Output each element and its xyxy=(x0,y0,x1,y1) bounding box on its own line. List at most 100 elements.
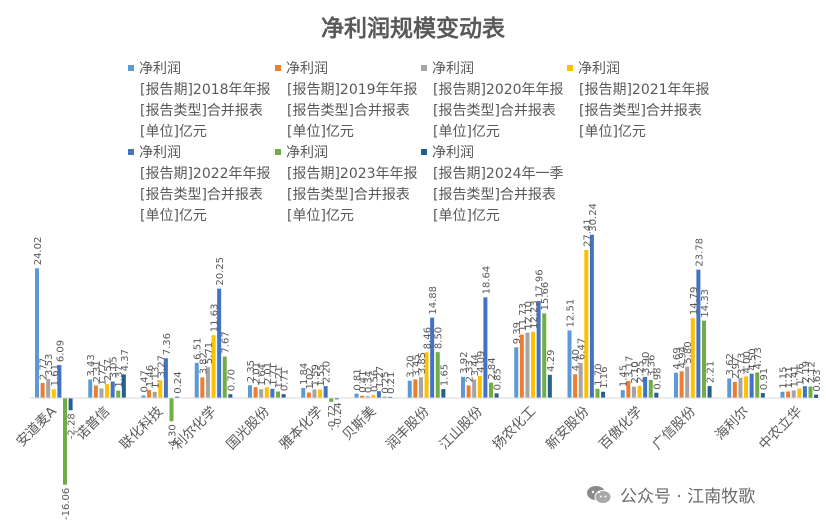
data-label: 3.62 xyxy=(725,353,736,375)
legend-swatch xyxy=(275,149,281,155)
data-label: 4.00 xyxy=(742,351,753,373)
bar xyxy=(744,376,749,398)
bar xyxy=(312,389,317,398)
bar xyxy=(738,377,743,398)
data-label: 20.25 xyxy=(215,257,226,286)
legend-item: 净利润 [报告期]2021年年报 [报告类型]合并报表 [单位]亿元 xyxy=(567,61,710,140)
data-label: 9.39 xyxy=(512,322,523,344)
bar xyxy=(35,268,39,398)
bar xyxy=(88,379,93,398)
data-label: 8.50 xyxy=(434,327,445,349)
legend-label: [单位]亿元 xyxy=(140,124,207,140)
data-label: 4.37 xyxy=(120,349,131,371)
data-label: 0.25 xyxy=(381,371,392,393)
wechat-icon xyxy=(587,485,612,504)
legend-label: [报告类型]合并报表 xyxy=(433,187,556,203)
data-label: 0.34 xyxy=(364,371,375,393)
bar xyxy=(228,394,233,398)
data-label: 0.70 xyxy=(226,369,237,391)
bar xyxy=(584,249,589,398)
bar xyxy=(163,358,168,398)
data-label: 2.20 xyxy=(322,361,333,383)
data-label: 0.81 xyxy=(353,368,364,390)
bar xyxy=(376,391,381,398)
bar xyxy=(99,388,104,398)
data-label: 3.05 xyxy=(109,356,120,378)
legend-item: 净利润 [报告期]2023年年报 [报告类型]合并报表 [单位]亿元 xyxy=(275,145,418,224)
bar xyxy=(354,393,359,398)
data-label: -4.30 xyxy=(168,424,179,450)
category-label: 扬农化工 xyxy=(490,404,539,453)
data-label: 2.35 xyxy=(246,360,257,382)
data-label: 1.21 xyxy=(274,366,285,388)
bar xyxy=(472,379,477,398)
data-label: -16.06 xyxy=(61,488,72,520)
data-label: 3.36 xyxy=(647,355,658,377)
bar xyxy=(253,387,258,398)
bar xyxy=(248,385,252,398)
bar xyxy=(648,379,653,398)
bar xyxy=(654,392,659,398)
data-label: 3.20 xyxy=(406,355,417,377)
category-label: 广信股份 xyxy=(649,403,699,453)
bar xyxy=(435,352,440,398)
data-label: 2.10 xyxy=(630,361,641,383)
chart-title: 净利润规模变动表 xyxy=(321,15,506,42)
legend-item: 净利润 [报告期]2020年年报 [报告类型]合并报表 [单位]亿元 xyxy=(421,61,564,140)
data-label: 1.59 xyxy=(310,364,321,386)
legend-label: [报告类型]合并报表 xyxy=(433,103,556,119)
data-label: 1.77 xyxy=(97,363,108,385)
data-label: 30.24 xyxy=(588,203,599,232)
data-label: 3.92 xyxy=(459,352,470,374)
data-label: 0.56 xyxy=(369,370,380,392)
legend: 净利润[报告期]2018年年报[报告类型]合并报表[单位]亿元净利润[报告期]2… xyxy=(128,61,710,224)
bar xyxy=(306,392,311,398)
data-label: 23.78 xyxy=(694,238,705,267)
bar xyxy=(205,367,210,398)
watermark: 公众号 · 江南牧歌 xyxy=(586,482,755,507)
data-label: 3.53 xyxy=(44,354,55,376)
data-label: 1.21 xyxy=(784,366,795,388)
data-label: 0.98 xyxy=(652,367,663,389)
data-label: 1.16 xyxy=(599,366,610,388)
bar xyxy=(477,375,482,398)
legend-label: [报告期]2021年年报 xyxy=(579,82,710,98)
bar xyxy=(489,382,493,398)
legend-label: [报告类型]合并报表 xyxy=(140,187,263,203)
data-label: 2.21 xyxy=(706,361,717,383)
data-label: 1.15 xyxy=(779,367,790,389)
legend-label: 净利润 xyxy=(286,145,328,161)
bar xyxy=(525,332,530,398)
data-label: 1.65 xyxy=(439,364,450,386)
data-label: 0.41 xyxy=(358,371,369,393)
bar xyxy=(707,386,712,398)
legend-item: 净利润 [报告期]2022年年报 [报告类型]合并报表 [单位]亿元 xyxy=(128,145,271,224)
data-label: 6.09 xyxy=(55,340,66,362)
data-label: 3.43 xyxy=(86,354,97,376)
data-label: 3.90 xyxy=(641,352,652,374)
bar xyxy=(121,374,126,398)
bar xyxy=(40,383,45,398)
bar xyxy=(334,398,339,400)
data-label: 1.55 xyxy=(316,364,327,386)
bar xyxy=(637,385,642,398)
bar xyxy=(567,330,572,398)
legend-swatch xyxy=(421,149,427,155)
data-label: 24.02 xyxy=(33,237,44,266)
data-label: 6.47 xyxy=(577,338,588,360)
bar xyxy=(626,380,631,398)
data-label: 0.71 xyxy=(280,369,291,391)
bar xyxy=(152,391,157,398)
bar xyxy=(318,389,323,398)
data-label: 1.64 xyxy=(257,364,268,386)
data-label: 2.84 xyxy=(487,357,498,379)
data-label: 2.97 xyxy=(731,357,742,379)
legend-label: 净利润 xyxy=(139,61,181,77)
category-label: 海利尔 xyxy=(712,404,752,444)
bar xyxy=(755,372,760,398)
bar xyxy=(169,398,174,422)
data-label: 5.71 xyxy=(204,342,215,364)
legend-label: [报告期]2023年年报 xyxy=(287,166,418,182)
data-label: 0.47 xyxy=(140,370,151,392)
bar xyxy=(175,396,180,398)
